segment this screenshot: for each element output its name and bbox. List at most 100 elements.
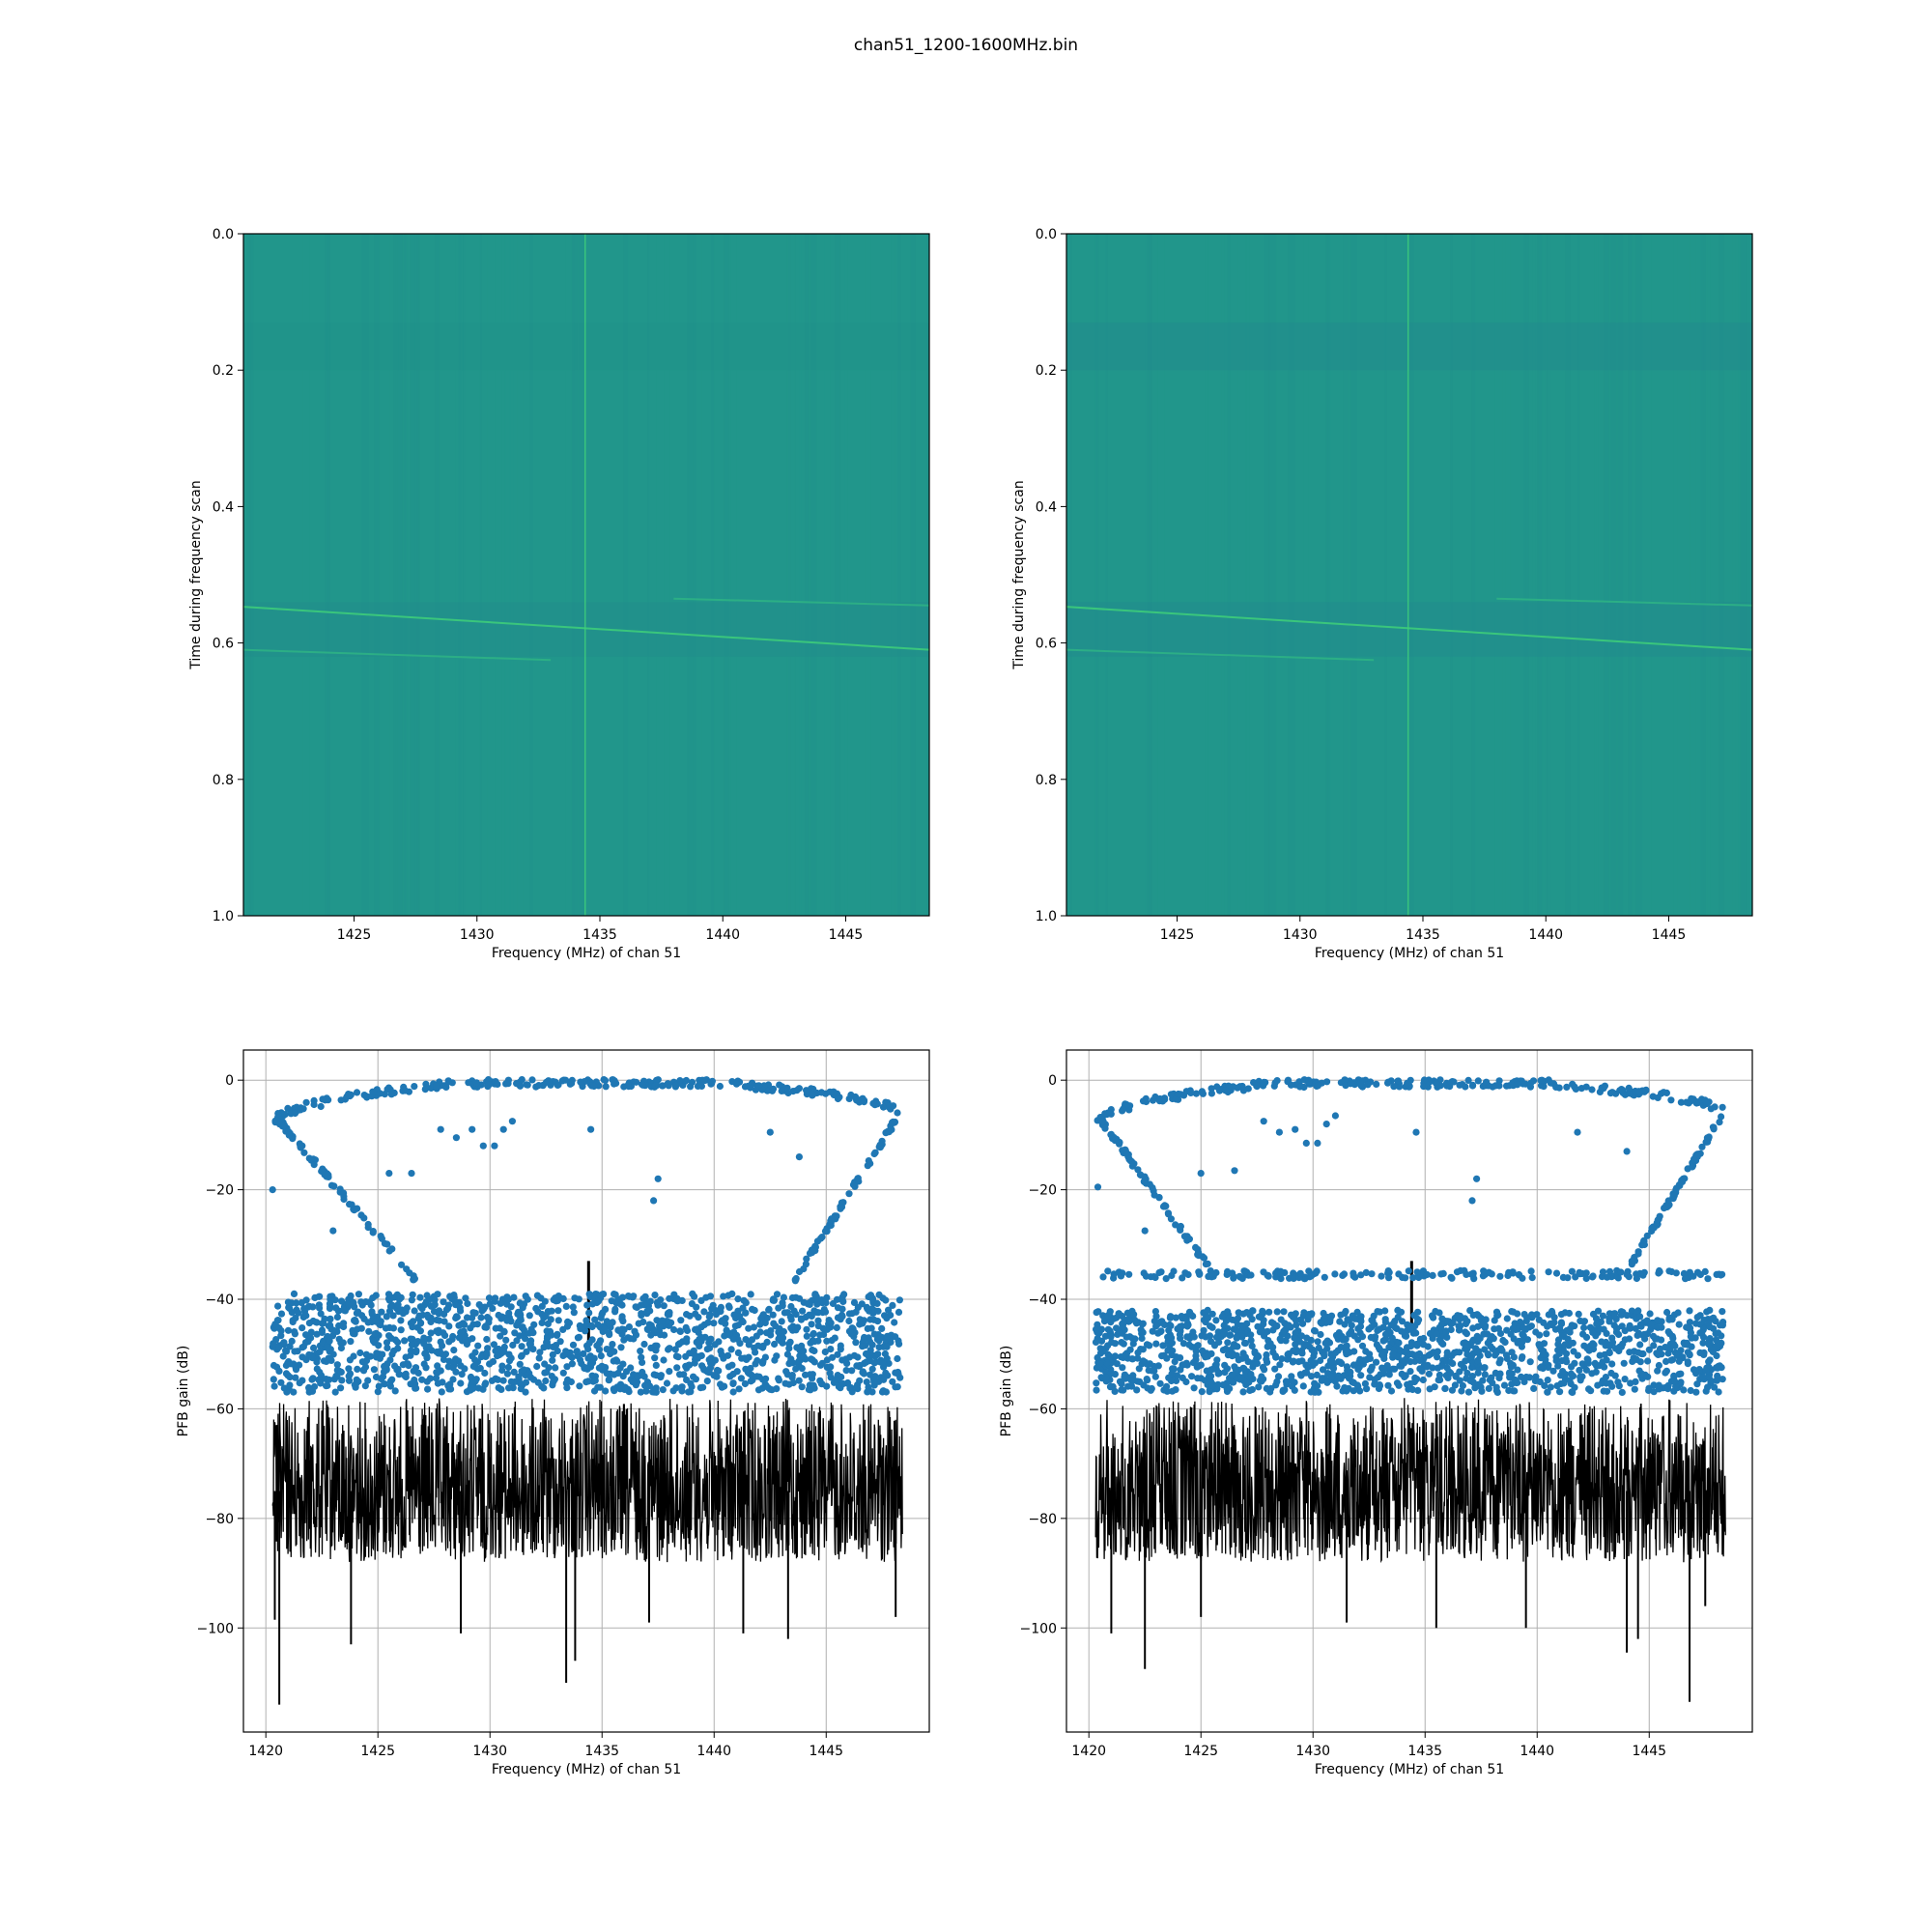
gain-point-band [1097,1325,1105,1333]
y-tick-label: −20 [205,1183,234,1199]
gain-point-band [329,1326,337,1334]
heatmap-texture [487,234,496,916]
gain-point-band [347,1338,355,1346]
gain-point-band [1138,1334,1146,1343]
gain-point-band [1433,1330,1440,1338]
gain-point-band [718,1350,725,1358]
heatmap-texture [414,234,420,916]
gain-point-band [1385,1371,1393,1378]
gain-point-band [1575,1310,1582,1318]
gain-point-band [1394,1353,1402,1361]
gain-point-band [507,1303,515,1311]
gain-point-band [1621,1327,1629,1335]
gain-point-band [1190,1333,1198,1341]
gain-point-top [281,1111,289,1119]
gain-point-band [337,1384,345,1392]
gain-point-band [474,1384,483,1392]
gain-point-slope [1710,1123,1718,1131]
gain-point-top [369,1088,377,1095]
heatmap-texture [648,234,657,916]
gain-point-band [1223,1365,1232,1373]
gain-point-plateau [1230,1273,1237,1281]
gain-point-band [554,1317,562,1324]
gain-point-plateau [1117,1272,1125,1280]
heatmap-texture [571,234,575,916]
gain-point-slope [346,1201,354,1208]
gain-point-top [1588,1086,1596,1094]
gain-point-plateau [1527,1267,1535,1275]
gain-point-band [1339,1336,1347,1344]
gain-point-band [1264,1343,1271,1350]
gain-point-band [1194,1362,1202,1371]
gain-point-outlier [1094,1183,1102,1191]
gain-point-top [577,1078,584,1086]
gain-point-slope [1654,1216,1662,1224]
gain-point-band [1523,1314,1531,1321]
gain-point-band [765,1305,773,1313]
gain-point-band [542,1377,550,1385]
gain-point-top [612,1079,620,1087]
gain-point-band [457,1307,465,1315]
gain-point-band [1378,1351,1386,1359]
gain-point-band [1687,1386,1694,1395]
gain-point-band [290,1290,298,1297]
heatmap-texture [1735,234,1738,916]
gain-point-band [386,1382,394,1390]
gain-point-band [1617,1311,1626,1319]
gain-point-band [1556,1388,1564,1396]
gain-point-band [1133,1386,1141,1394]
gain-point-band [1317,1330,1324,1339]
heatmap-texture [461,234,466,916]
gain-point-top [291,1109,299,1118]
gain-point-band [1194,1375,1202,1382]
gain-point-plateau [1479,1272,1487,1280]
heatmap-texture [810,234,817,916]
gain-point-band [549,1356,556,1364]
gain-point-band [518,1343,526,1350]
gain-point-band [611,1305,619,1313]
gain-point-band [1611,1313,1619,1321]
gain-point-band [1381,1330,1390,1338]
gain-point-band [1548,1307,1556,1316]
gain-point-band [435,1326,442,1334]
gain-point-band [1093,1386,1100,1394]
gain-point-band [274,1317,282,1324]
gain-point-band [1514,1366,1521,1374]
gain-point-top [554,1081,561,1089]
gain-point-band [860,1336,867,1344]
gain-point-band [691,1293,698,1300]
gain-point-slope [1192,1243,1200,1251]
gain-point-band [291,1330,298,1338]
gain-point-band [275,1344,283,1351]
gain-point-top [401,1087,410,1094]
gain-point-slope [1161,1203,1169,1210]
gain-point-band [423,1292,431,1299]
gain-point-band [552,1294,559,1302]
gain-point-band [1714,1372,1721,1379]
gain-point-band [471,1349,479,1356]
gain-point-band [1092,1338,1100,1346]
heatmap-texture [1406,234,1408,916]
gain-point-band [1224,1339,1232,1347]
gain-point-band [1206,1388,1213,1396]
gain-point-band [1473,1349,1482,1356]
gain-point-slope [870,1150,878,1158]
gain-point-band [292,1374,299,1381]
gain-point-band [1650,1342,1658,1350]
heatmap-texture [1450,234,1453,916]
gain-point-band [1172,1314,1179,1321]
gain-point-band [1664,1350,1672,1357]
gain-point-band [1468,1373,1476,1380]
gain-point-band [1495,1374,1503,1381]
gain-point-band [673,1364,681,1372]
heatmap-dark-band [1066,322,1752,371]
gain-point-band [279,1352,287,1360]
heatmap-texture [1740,234,1747,916]
heatmap-texture [730,234,737,916]
gain-point-band [1329,1365,1338,1373]
gain-point-plateau [1247,1271,1255,1279]
gain-point-band [286,1343,294,1350]
gain-point-top [1474,1077,1482,1085]
gain-point-plateau [1448,1274,1456,1282]
gain-point-band [474,1342,482,1350]
